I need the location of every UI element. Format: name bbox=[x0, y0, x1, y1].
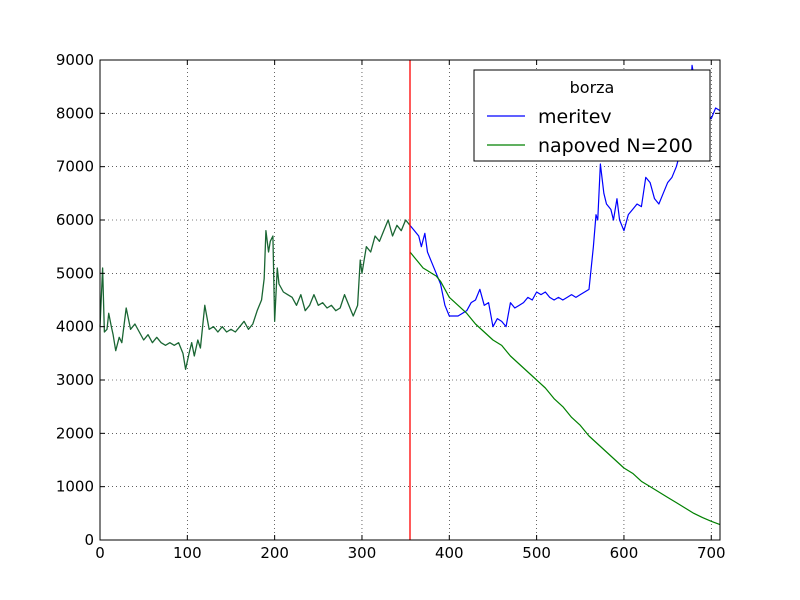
y-tick-label: 3000 bbox=[56, 371, 94, 389]
series-history-line bbox=[99, 219, 411, 370]
axis-ticks: 0 100 200 300 400 500 600 700010002000300040005… bbox=[56, 51, 726, 562]
y-tick-label: 2000 bbox=[56, 424, 94, 442]
legend-title: borza bbox=[570, 78, 615, 97]
y-tick-label: 4000 bbox=[56, 318, 94, 336]
x-tick-label: 200 bbox=[260, 544, 289, 562]
x-tick-label: 400 bbox=[435, 544, 464, 562]
y-tick-label: 7000 bbox=[56, 158, 94, 176]
series-napoved-line bbox=[409, 251, 721, 526]
x-tick-label: 100 bbox=[173, 544, 202, 562]
x-tick-label: 600 bbox=[610, 544, 639, 562]
plot-area bbox=[99, 64, 721, 526]
series-meritev-line bbox=[409, 64, 721, 328]
y-tick-label: 1000 bbox=[56, 478, 94, 496]
y-tick-label: 6000 bbox=[56, 211, 94, 229]
y-tick-label: 8000 bbox=[56, 104, 94, 122]
x-tick-label: 700 bbox=[697, 544, 726, 562]
legend: borza meritev napoved N=200 bbox=[473, 69, 711, 162]
legend-label-meritev: meritev bbox=[538, 106, 612, 128]
x-tick-label: 300 bbox=[348, 544, 377, 562]
y-tick-label: 5000 bbox=[56, 264, 94, 282]
x-tick-label: 0 bbox=[95, 544, 105, 562]
x-tick-label: 500 bbox=[522, 544, 551, 562]
y-tick-label: 9000 bbox=[56, 51, 94, 69]
y-tick-label: 0 bbox=[84, 531, 94, 549]
legend-label-napoved: napoved N=200 bbox=[538, 135, 693, 157]
axes-frame bbox=[99, 59, 721, 541]
